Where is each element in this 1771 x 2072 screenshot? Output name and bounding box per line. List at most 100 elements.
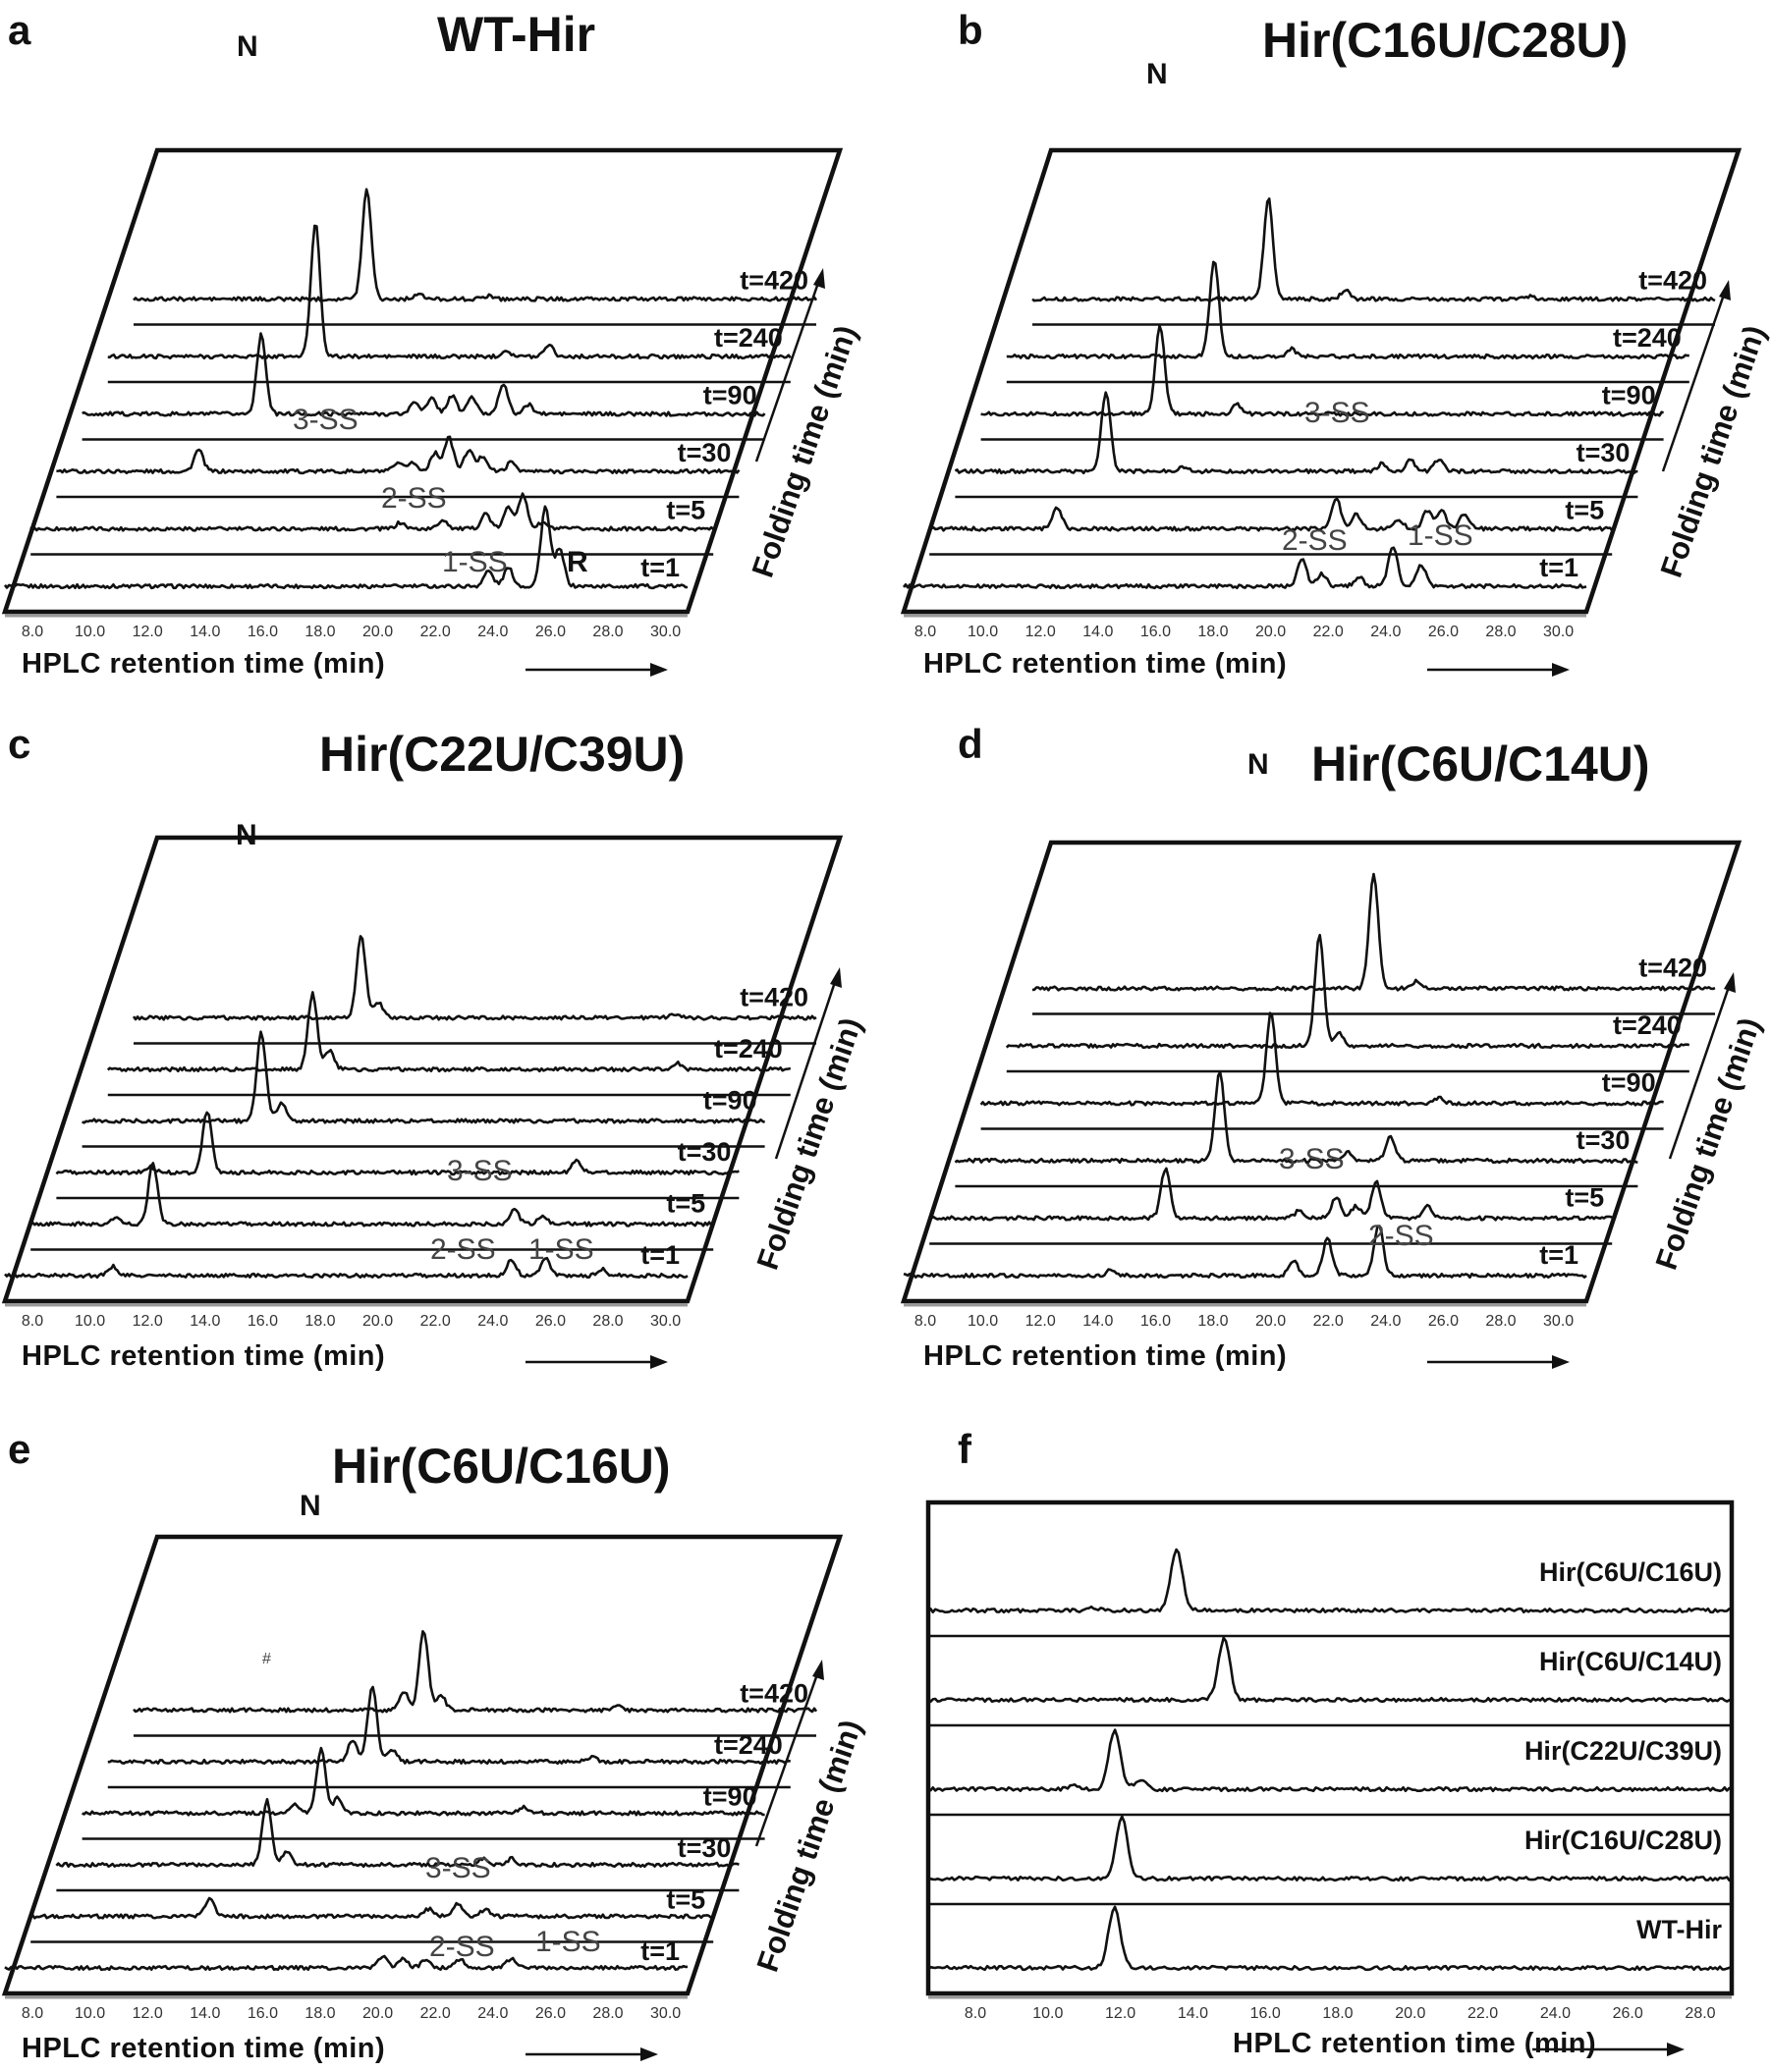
series-label: t=5	[666, 496, 705, 525]
series-label: Hir(C6U/C14U)	[1539, 1647, 1722, 1676]
panel-letter-a: a	[8, 7, 31, 53]
x-tick-label: 24.0	[1370, 624, 1401, 640]
series-label: Hir(C16U/C28U)	[1524, 1826, 1722, 1855]
x-tick-label: 20.0	[362, 2005, 393, 2022]
panel-letter-b: b	[958, 7, 983, 53]
trace-t=1	[4, 1256, 689, 1280]
x-tick-label: 8.0	[914, 1313, 936, 1330]
trace-t=90	[979, 1011, 1664, 1107]
trace-t=5	[29, 1162, 714, 1227]
x-tick-label: 22.0	[420, 1313, 451, 1330]
panel-letter-d: d	[958, 721, 983, 767]
panel-e-ann-n: N	[300, 1490, 321, 1522]
x-tick-label: 16.0	[248, 624, 278, 640]
panel-d-y-arrow	[1668, 986, 1731, 1160]
x-tick-label: 22.0	[420, 2005, 451, 2022]
trace-t=240	[107, 1685, 791, 1766]
x-tick-label: 28.0	[592, 1313, 623, 1330]
panel-e-ann-2ss: 2-SS	[429, 1931, 495, 1963]
panel-b-title: Hir(C16U/C28U)	[1262, 13, 1628, 68]
panel-a-ann-3ss: 3-SS	[293, 404, 359, 436]
series-label: t=90	[703, 1782, 757, 1812]
x-tick-label: 10.0	[1032, 2005, 1063, 2022]
trace-t=90	[82, 1746, 765, 1817]
x-tick-label: 26.0	[535, 624, 566, 640]
panel-b-x-label: HPLC retention time (min)	[923, 648, 1287, 680]
series-label: t=90	[703, 1086, 757, 1116]
series-label: t=30	[1577, 1125, 1631, 1155]
x-tick-label: 24.0	[1370, 1313, 1401, 1330]
x-tick-label: 18.0	[304, 2005, 335, 2022]
panel-c-frame	[1, 835, 844, 1304]
trace-t=5	[928, 1167, 1613, 1222]
panel-d-ann-2ss: 2-SS	[1368, 1220, 1434, 1252]
panel-e-title: Hir(C6U/C16U)	[332, 1439, 671, 1494]
series-label: t=5	[1565, 1183, 1604, 1213]
x-tick-label: 22.0	[1313, 1313, 1344, 1330]
panel-c-y-arrowhead	[830, 967, 842, 988]
panel-c-x-arrowhead	[650, 1355, 668, 1369]
trace-t=5	[928, 497, 1614, 532]
x-tick-label: 14.0	[190, 1313, 220, 1330]
series-label: t=240	[714, 323, 783, 353]
panel-d-title: Hir(C6U/C14U)	[1311, 736, 1650, 791]
trace-t=420	[1031, 872, 1716, 992]
trace-t=90	[82, 332, 766, 417]
x-tick-label: 18.0	[1197, 1313, 1228, 1330]
panel-c-traces	[4, 935, 817, 1280]
trace-t=30	[55, 1797, 740, 1869]
x-tick-label: 20.0	[1395, 2005, 1425, 2022]
x-tick-label: 18.0	[304, 1313, 335, 1330]
x-tick-label: 14.0	[190, 624, 220, 640]
x-tick-label: 10.0	[75, 2005, 105, 2022]
panel-c-time-labels: t=1 t=5 t=30 t=90 t=240 t=420	[640, 983, 808, 1271]
panel-b-time-labels: t=1 t=5 t=30 t=90 t=240 t=420	[1539, 266, 1707, 583]
panel-d-ann-3ss: 3-SS	[1279, 1143, 1345, 1175]
trace-t=1	[3, 505, 688, 590]
x-tick-label: 22.0	[420, 624, 451, 640]
trace-t=420	[133, 1630, 818, 1714]
trace-t=420	[1031, 197, 1716, 302]
x-tick-label: 14.0	[1082, 1313, 1113, 1330]
panel-c: c Hir(C22U/C39U) t=1 t=5 t=30 t=90 t=240 t=42…	[1, 721, 868, 1372]
trace-t=240	[106, 991, 792, 1073]
x-tick-label: 26.0	[1613, 2005, 1643, 2022]
panel-d: d N Hir(C6U/C14U) t=1 t=5 t=30 t=90 t=240 t=4…	[900, 721, 1768, 1372]
x-tick-label: 10.0	[75, 1313, 105, 1330]
panel-c-title: Hir(C22U/C39U)	[319, 727, 685, 782]
panel-e-y-arrow	[754, 1673, 819, 1847]
series-label: t=420	[740, 266, 808, 296]
panel-b: b Hir(C16U/C28U) t=1 t=5 t=30 t=90 t=240 t=42…	[900, 7, 1771, 680]
series-label: t=90	[703, 381, 757, 410]
panel-d-traces	[903, 872, 1716, 1280]
panel-d-y-label: Folding time (min)	[1649, 1013, 1768, 1274]
trace-t=30	[55, 1111, 740, 1176]
panel-a-tick-labels: 8.0 10.0 12.0 14.0 16.0 18.0 20.0 22.0 24.0 26.0 2…	[22, 624, 681, 640]
panel-d-ann-n: N	[1247, 748, 1269, 781]
panel-f-x-arrowhead	[1667, 2043, 1685, 2056]
trace-t=90	[82, 1030, 766, 1124]
panel-a-y-label: Folding time (min)	[746, 321, 864, 581]
panel-a-x-label: HPLC retention time (min)	[22, 648, 385, 680]
x-tick-label: 8.0	[914, 624, 936, 640]
x-tick-label: 12.0	[133, 2005, 163, 2022]
series-label: t=1	[640, 1240, 680, 1270]
x-tick-label: 8.0	[22, 2005, 43, 2022]
x-tick-label: 16.0	[248, 2005, 278, 2022]
panel-e-tick-labels: 8.0 10.0 12.0 14.0 16.0 18.0 20.0 22.0 24.0 26.0 2…	[22, 2005, 681, 2022]
x-tick-label: 28.0	[592, 624, 623, 640]
trace-t=30	[56, 435, 741, 475]
series-label: t=420	[1638, 954, 1707, 983]
panel-b-ann-1ss: 1-SS	[1408, 519, 1473, 552]
panel-a: a WT-Hir t=1 t=5 t=30 t=90 t=240 t=420 8.0 10.…	[1, 7, 864, 680]
panel-e-frame	[1, 1534, 844, 1996]
trace-t=420	[132, 935, 817, 1021]
panel-a-ann-n: N	[237, 30, 258, 63]
x-tick-label: 30.0	[1543, 1313, 1574, 1330]
series-label: t=1	[1539, 553, 1578, 582]
panel-f-x-label: HPLC retention time (min)	[1233, 2028, 1596, 2059]
trace-Hir(C6U/C14U)	[926, 1636, 1733, 1704]
panel-letter-f: f	[958, 1426, 972, 1472]
series-label: t=5	[666, 1189, 705, 1219]
x-tick-label: 26.0	[1428, 624, 1459, 640]
